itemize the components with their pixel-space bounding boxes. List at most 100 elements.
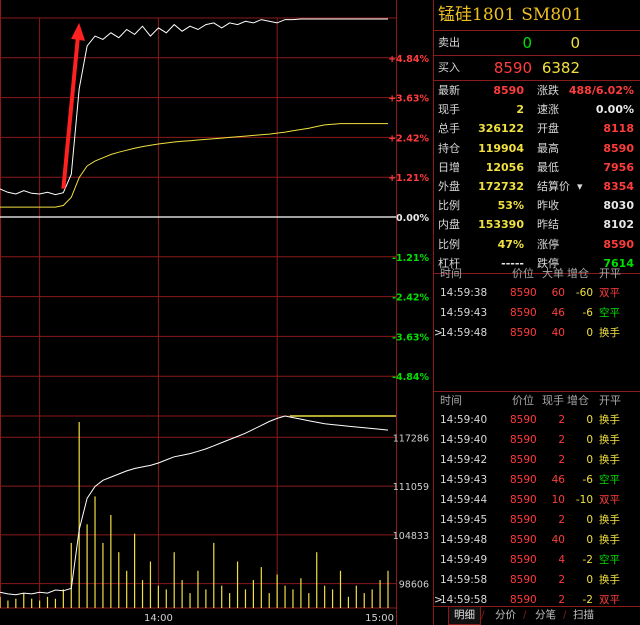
row-price: 8590 (510, 494, 537, 506)
row-time: 14:59:40 (440, 414, 488, 426)
sell-price: 0 (522, 34, 532, 52)
row-qty: 40 (551, 327, 565, 339)
pct-tick-label: 0.00% (396, 213, 429, 224)
row-time: 14:59:43 (440, 474, 488, 486)
intraday-chart[interactable]: +4.84% +3.63% +2.42% +1.21% 0.00% -1.21% -2.42… (0, 0, 432, 625)
dropdown-arrow-icon[interactable]: ▾ (577, 179, 583, 193)
quote-value: 8590 (603, 237, 634, 251)
row-open-close: 空平 (599, 307, 620, 319)
quote-value: 153390 (478, 218, 524, 232)
row-oi-change: -6 (582, 474, 593, 486)
tick-row[interactable]: 14:59:58 8590 2 -2 双平 > (434, 590, 640, 610)
tick-row[interactable]: 14:59:43 8590 46 -6 空平 (434, 470, 640, 490)
quote-label: 日增 (438, 160, 460, 174)
row-time: 14:59:38 (440, 287, 488, 299)
quote-label: 持仓 (438, 141, 460, 155)
tick-row[interactable]: 14:59:42 8590 2 0 换手 (434, 450, 640, 470)
row-qty: 46 (551, 307, 565, 319)
quote-value: 7614 (603, 256, 634, 270)
quote-row: 最新 8590 涨跌 488/6.02% (434, 81, 640, 100)
row-time: 14:59:43 (440, 307, 488, 319)
quote-label: 现手 (438, 103, 460, 117)
row-price: 8590 (510, 327, 537, 339)
quote-value: 0.00% (595, 103, 634, 117)
row-oi-change: 0 (586, 514, 593, 526)
open-interest-line (0, 415, 389, 596)
pct-tick-label: -1.21% (392, 253, 429, 264)
tab-1[interactable]: 分价 (490, 607, 521, 624)
volume-tick-label: 117286 (393, 433, 429, 444)
row-oi-change: -60 (575, 287, 593, 299)
row-oi-change: 0 (586, 454, 593, 466)
volume-tick-label: 98606 (399, 580, 429, 591)
tick-row[interactable]: 14:59:40 8590 2 0 换手 (434, 410, 640, 430)
quote-label: 外盘 (438, 179, 460, 193)
row-open-close: 双平 (599, 594, 620, 606)
tick-row[interactable]: 14:59:48 8590 40 0 换手 (434, 530, 640, 550)
quote-row: 日增 12056 最低 7956 (434, 158, 640, 177)
pct-tick-label: -2.42% (392, 293, 429, 304)
tick-row[interactable]: 14:59:45 8590 2 0 换手 (434, 510, 640, 530)
volume-tick-label: 111059 (393, 482, 429, 493)
big-order-row[interactable]: 14:59:43 8590 46 -6 空平 (434, 303, 640, 323)
tab-label: 明细 (454, 609, 475, 621)
sell-row[interactable]: 卖出 0 0 (434, 31, 640, 55)
row-open-close: 换手 (599, 574, 620, 586)
buy-row[interactable]: 买入 8590 6382 (434, 56, 640, 80)
row-open-close: 换手 (599, 454, 620, 466)
row-open-close: 换手 (599, 434, 620, 446)
tab-2[interactable]: 分笔 (530, 607, 561, 624)
big-order-row[interactable]: 14:59:38 8590 60 -60 双平 (434, 283, 640, 303)
row-open-close: 双平 (599, 287, 620, 299)
quote-row: 比例 47% 涨停 8590 (434, 235, 640, 254)
price-line (0, 18, 388, 196)
quote-row: 杠杆 ----- 跌停 7614 (434, 254, 640, 273)
table-header-cell: 时间 (440, 267, 462, 280)
row-open-close: 换手 (599, 414, 620, 426)
sell-label: 卖出 (438, 36, 460, 49)
quote-label: 速涨 (537, 103, 559, 117)
row-time: 14:59:42 (440, 454, 488, 466)
row-time: 14:59:58 (440, 594, 488, 606)
big-order-row[interactable]: 14:59:48 8590 40 0 换手 > (434, 323, 640, 343)
row-price: 8590 (510, 574, 537, 586)
row-price: 8590 (510, 307, 537, 319)
tab-0[interactable]: 明细 (448, 607, 481, 625)
row-qty: 46 (551, 474, 565, 486)
row-oi-change: 0 (586, 414, 593, 426)
quote-label: 涨停 (537, 237, 559, 251)
quote-label: 结算价 (537, 179, 570, 193)
quote-label: 比例 (438, 237, 460, 251)
quote-row: 现手 2 速涨 0.00% (434, 100, 640, 119)
tick-row[interactable]: 14:59:58 8590 2 0 换手 (434, 570, 640, 590)
tab-3[interactable]: 扫描 (568, 607, 599, 624)
quote-panel: 锰硅1801 SM801 卖出 0 0 买入 8590 6382 最新 8590 涨跌… (433, 0, 640, 625)
quote-table: 最新 8590 涨跌 488/6.02% 现手 2 速涨 0.00% 总手 326122 开盘 811… (434, 81, 640, 273)
pct-tick-label: +2.42% (388, 133, 429, 144)
arrow-annotation (61, 22, 86, 189)
tick-row[interactable]: 14:59:44 8590 10 -10 双平 (434, 490, 640, 510)
quote-value: 172732 (478, 179, 524, 193)
row-oi-change: -2 (582, 594, 593, 606)
quote-label: 内盘 (438, 218, 460, 232)
row-time: 14:59:58 (440, 574, 488, 586)
quote-value: 8590 (603, 141, 634, 155)
tick-row[interactable]: 14:59:40 8590 2 0 换手 (434, 430, 640, 450)
table-header-cell: 开平 (599, 267, 621, 280)
sell-volume: 0 (570, 34, 580, 52)
quote-label: 比例 (438, 199, 460, 213)
tick-row[interactable]: 14:59:49 8590 4 -2 空平 (434, 550, 640, 570)
row-qty: 2 (558, 594, 565, 606)
row-qty: 40 (551, 534, 565, 546)
row-qty: 4 (558, 554, 565, 566)
pct-tick-label: -4.84% (392, 372, 429, 383)
row-open-close: 空平 (599, 554, 620, 566)
quote-value: 53% (497, 199, 524, 213)
buy-volume: 6382 (541, 59, 580, 77)
row-oi-change: 0 (586, 574, 593, 586)
row-price: 8590 (510, 287, 537, 299)
quote-value: 12056 (485, 160, 524, 174)
average-price-line (0, 123, 388, 208)
axis-labels: +4.84% +3.63% +2.42% +1.21% 0.00% -1.21% -2.42… (144, 54, 429, 624)
tab-divider-icon: ∕ (523, 609, 527, 621)
